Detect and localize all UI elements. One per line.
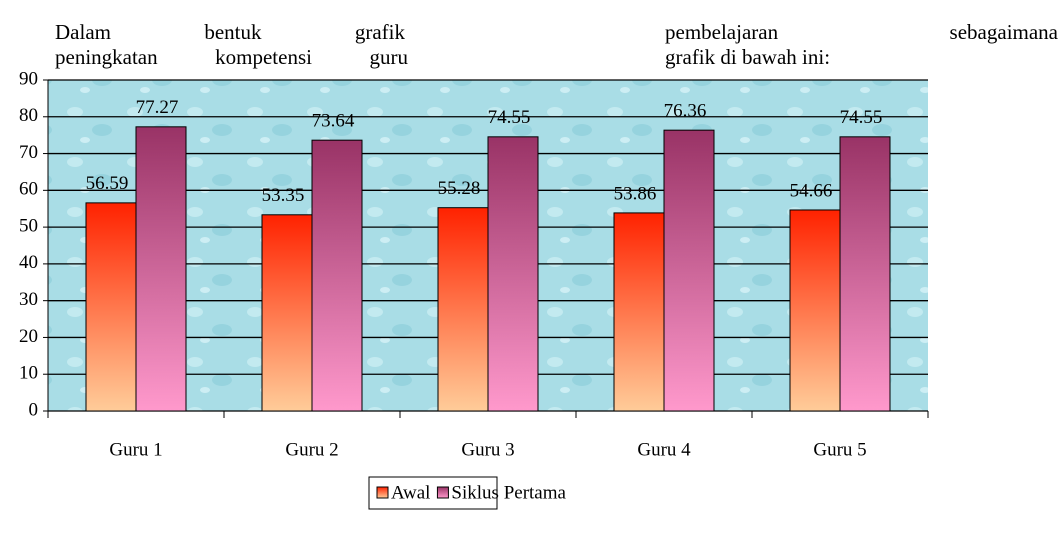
y-tick-label: 40 xyxy=(19,252,38,273)
y-tick-label: 60 xyxy=(19,179,38,200)
x-tick-label: Guru 2 xyxy=(285,439,338,460)
y-tick-label: 70 xyxy=(19,142,38,163)
text-fragment: pembelajaran sebagaimana xyxy=(665,20,1058,44)
legend-swatch xyxy=(436,486,449,499)
bar xyxy=(663,129,715,412)
y-tick-label: 0 xyxy=(29,399,39,420)
data-label: 56.59 xyxy=(86,173,129,194)
y-tick-label: 10 xyxy=(19,363,38,384)
x-tick-label: Guru 3 xyxy=(461,439,514,460)
x-tick-label: Guru 4 xyxy=(637,439,691,460)
legend-swatch xyxy=(376,486,389,499)
data-label: 53.35 xyxy=(262,185,305,206)
legend xyxy=(368,476,498,510)
y-tick-label: 80 xyxy=(19,105,38,126)
bar xyxy=(789,209,841,412)
y-tick-label: 90 xyxy=(19,68,38,89)
text-fragment: Dalam bentuk grafik xyxy=(55,20,405,44)
data-label: 54.66 xyxy=(790,180,833,201)
text-fragment: peningkatan kompetensi guru xyxy=(55,45,408,69)
data-label: 74.55 xyxy=(840,107,883,128)
data-label: 55.28 xyxy=(438,178,481,199)
bar xyxy=(311,139,363,412)
data-label: 73.64 xyxy=(312,111,355,132)
bar xyxy=(261,214,313,412)
y-tick-label: 50 xyxy=(19,215,38,236)
data-label: 53.86 xyxy=(614,183,657,204)
bar xyxy=(437,207,489,412)
data-label: 74.55 xyxy=(488,107,531,128)
bar xyxy=(613,212,665,412)
bar xyxy=(85,202,137,412)
bar xyxy=(135,126,187,412)
data-label: 77.27 xyxy=(136,97,179,118)
bar xyxy=(839,136,891,412)
y-tick-label: 20 xyxy=(19,326,38,347)
data-label: 76.36 xyxy=(664,101,707,122)
y-tick-label: 30 xyxy=(19,289,38,310)
legend-label: Awal xyxy=(391,482,430,503)
bar xyxy=(487,136,539,412)
text-fragment: grafik di bawah ini: xyxy=(665,45,831,69)
legend-label: Siklus Pertama xyxy=(451,482,566,503)
x-tick-label: Guru 5 xyxy=(813,439,866,460)
x-tick-label: Guru 1 xyxy=(109,439,162,460)
